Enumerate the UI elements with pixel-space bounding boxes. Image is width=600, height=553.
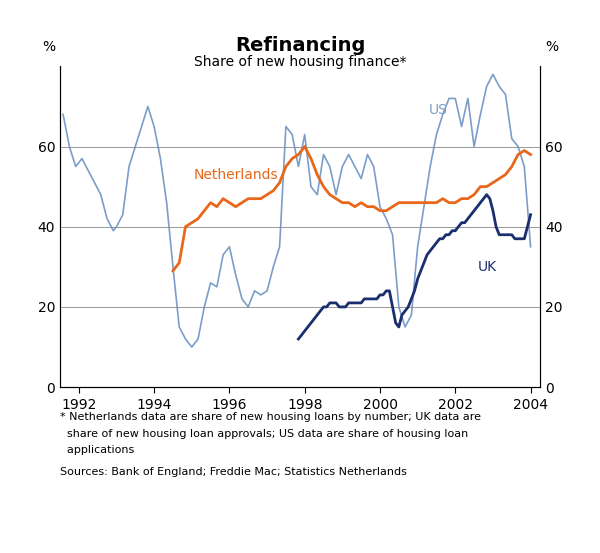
Text: * Netherlands data are share of new housing loans by number; UK data are: * Netherlands data are share of new hous…: [60, 412, 481, 422]
Text: Share of new housing finance*: Share of new housing finance*: [194, 55, 406, 69]
Text: Refinancing: Refinancing: [235, 36, 365, 55]
Text: Sources: Bank of England; Freddie Mac; Statistics Netherlands: Sources: Bank of England; Freddie Mac; S…: [60, 467, 407, 477]
Text: applications: applications: [60, 445, 134, 455]
Text: %: %: [545, 39, 558, 54]
Text: US: US: [429, 103, 448, 117]
Text: %: %: [42, 39, 55, 54]
Text: Netherlands: Netherlands: [194, 168, 278, 181]
Text: UK: UK: [478, 260, 497, 274]
Text: share of new housing loan approvals; US data are share of housing loan: share of new housing loan approvals; US …: [60, 429, 468, 439]
